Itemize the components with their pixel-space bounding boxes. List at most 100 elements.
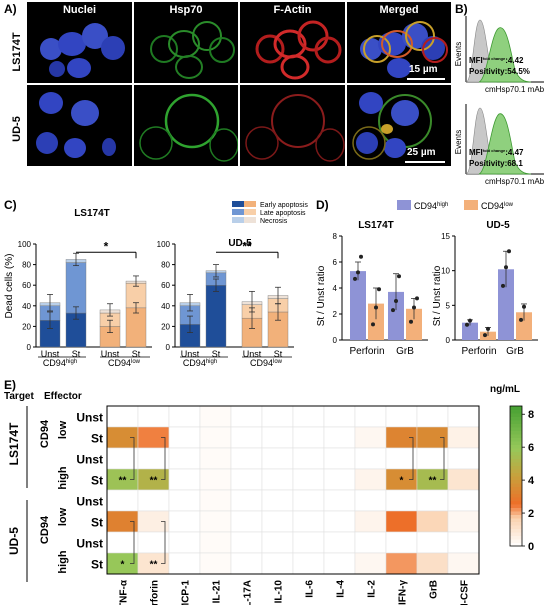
c1-significance-label: * [104,239,109,253]
heatmap-column-label: GrB [429,580,440,599]
heatmap-cell [168,405,201,428]
d1-point [397,274,401,279]
heatmap-cell [385,447,418,470]
d2-point [507,249,511,254]
colorscale-segment [510,423,522,428]
d2-ytick: 0 [446,336,451,345]
colorscale-segment [510,434,522,438]
heatmap-cell [137,447,170,470]
c1-ytick: 40 [22,302,31,311]
legend-early-apoptosis: Early apoptosis [260,202,308,209]
panel-c-ylabel: Dead cells (%) [4,253,15,318]
d2-xtick: Perforin [461,346,496,357]
heatmap-cell [323,531,356,554]
heatmap-cell [416,552,449,575]
colorscale-segment [510,514,522,519]
heatmap-cell [261,447,294,470]
hist1-mfi: MFIfold change:4.42 [469,56,524,65]
hist2-ylabel: Events [455,130,463,154]
legend-swatch-late-low [244,209,256,215]
ratio-charts: CD94high CD94low St / Unst ratio St / Un… [316,200,538,357]
heatmap-cell [292,489,325,512]
hist1-xlabel: cmHsp70.1 mAb [485,85,545,94]
heatmap-cell [168,531,201,554]
d1-ytick: 4 [333,284,338,293]
heatmap-cell [199,447,232,470]
colorscale-segment [510,472,522,477]
colorscale-segment [510,535,522,540]
heatmap-cell [230,405,263,428]
legend-cd94-high: CD94high [414,201,448,211]
level-high-2: high [57,550,69,573]
d1-point [391,308,395,313]
heatmap-cell [199,405,232,428]
heatmap-cell [354,510,387,533]
c1-ytick: 60 [22,281,31,290]
colorscale-segment [510,486,522,491]
d1-bar [350,271,366,340]
heatmap-cell [416,489,449,512]
hist1-ylabel: Events [455,42,463,66]
heatmap-cell [354,426,387,449]
c1-xtick: St [72,349,81,359]
c1-xtick: Unst [101,349,120,359]
heatmap-cell [168,447,201,470]
colorscale-segment [510,451,522,456]
c1-ytick: 0 [27,343,32,352]
legend-necrosis: Necrosis [260,218,288,225]
heatmap-cell [230,531,263,554]
c1-xtick: St [132,349,141,359]
heatmap-border [106,405,480,575]
heatmap-cell [199,426,232,449]
heatmap-cell [385,552,418,575]
c2-xtick: St [212,349,221,359]
d1-point [415,296,419,301]
colorscale-segment [510,427,522,431]
heatmap-cell [261,552,294,575]
c2-ytick: 60 [161,281,170,290]
panel-d-ylabel-2: St / Unst ratio [432,265,443,326]
heatmap-bracket [130,521,135,564]
flow-histograms: Events MFIfold change:4.42 Positivity:54… [455,16,545,186]
colorscale-segment [510,504,522,508]
hist1-positivity: Positivity:54.5% [469,67,530,76]
heatmap-cell [230,447,263,470]
d2-ytick: 15 [441,232,450,241]
colorscale-segment [510,458,522,463]
c1-ytick: 20 [22,322,31,331]
d2-point [522,304,526,309]
legend-swatch-cd94-low [464,200,478,210]
heatmap-bracket [409,437,414,480]
heatmap-cell [292,405,325,428]
heatmap-cell [199,468,232,491]
d2-point [519,317,523,322]
hist2-mfi: MFIfold change:4.47 [469,148,524,157]
heatmap-cell [447,531,480,554]
heatmap-cell [261,405,294,428]
heatmap-cell [416,510,449,533]
panel-e-label: E) [4,378,16,392]
heatmap-cell [323,510,356,533]
c2-ytick: 80 [161,261,170,270]
c2-ytick: 0 [166,343,171,352]
panel-a-label: A) [4,2,17,16]
colorscale-segment [510,532,522,536]
d1-ytick: 6 [333,258,338,267]
heatmap-cell [323,468,356,491]
c1-xtick: Unst [41,349,60,359]
c2-ytick: 40 [161,302,170,311]
heatmap-column-label: IL-21 [212,580,223,604]
heatmap-column-label: IL-17A [243,580,254,605]
micrograph-factin-ud5 [240,85,345,166]
level-high-1: high [57,466,69,489]
d1-bar [368,303,384,340]
heatmap-cell [261,489,294,512]
heatmap-significance: ** [150,476,158,487]
heatmap-column-label: IL-2 [367,580,378,598]
c1-ytick: 100 [18,240,32,249]
row-label-ls174t: LS174T [11,32,23,72]
colorscale-segment [510,437,522,442]
c2-ytick: 100 [157,240,171,249]
heatmap-cell [292,531,325,554]
